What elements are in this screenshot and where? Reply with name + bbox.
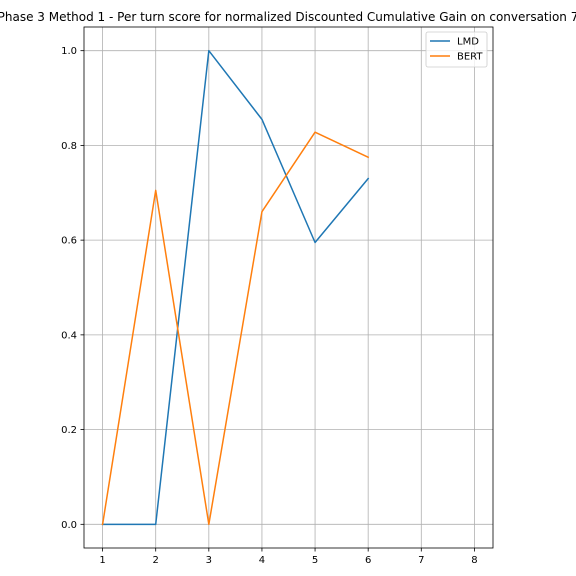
y-tick-label: 0.2: [61, 425, 77, 436]
axes-frame: [83, 26, 494, 549]
x-tick-label: 1: [99, 555, 105, 566]
y-tick-label: 0.6: [61, 236, 77, 247]
series-layer: [101, 49, 370, 526]
series-line-bert: [101, 131, 370, 526]
x-tick-label: 4: [259, 555, 265, 566]
series-line-lmd: [101, 49, 370, 526]
x-tick-label: 2: [153, 555, 159, 566]
x-axis-ticks: 1 2 3 4 5 6 7 8: [99, 548, 478, 566]
y-tick-label: 0.0: [61, 520, 77, 531]
x-tick-label: 5: [312, 555, 318, 566]
x-tick-label: 7: [418, 555, 424, 566]
grid-layer: [84, 27, 493, 548]
y-axis-ticks: 0.0 0.2 0.4 0.6 0.8 1.0: [61, 46, 84, 531]
legend-label-bert: BERT: [457, 52, 483, 63]
plot-area: 1 2 3 4 5 6 7 8 0.0 0.2 0.4 0.6 0.8 1.0: [61, 26, 494, 566]
legend: LMD BERT: [425, 31, 488, 68]
y-tick-label: 0.4: [61, 330, 77, 341]
y-tick-label: 1.0: [61, 46, 77, 57]
x-tick-label: 6: [365, 555, 371, 566]
y-tick-label: 0.8: [61, 141, 77, 152]
x-tick-label: 8: [471, 555, 477, 566]
chart-title: Phase 3 Method 1 - Per turn score for no…: [0, 10, 576, 24]
x-tick-label: 3: [206, 555, 212, 566]
legend-label-lmd: LMD: [457, 37, 479, 48]
